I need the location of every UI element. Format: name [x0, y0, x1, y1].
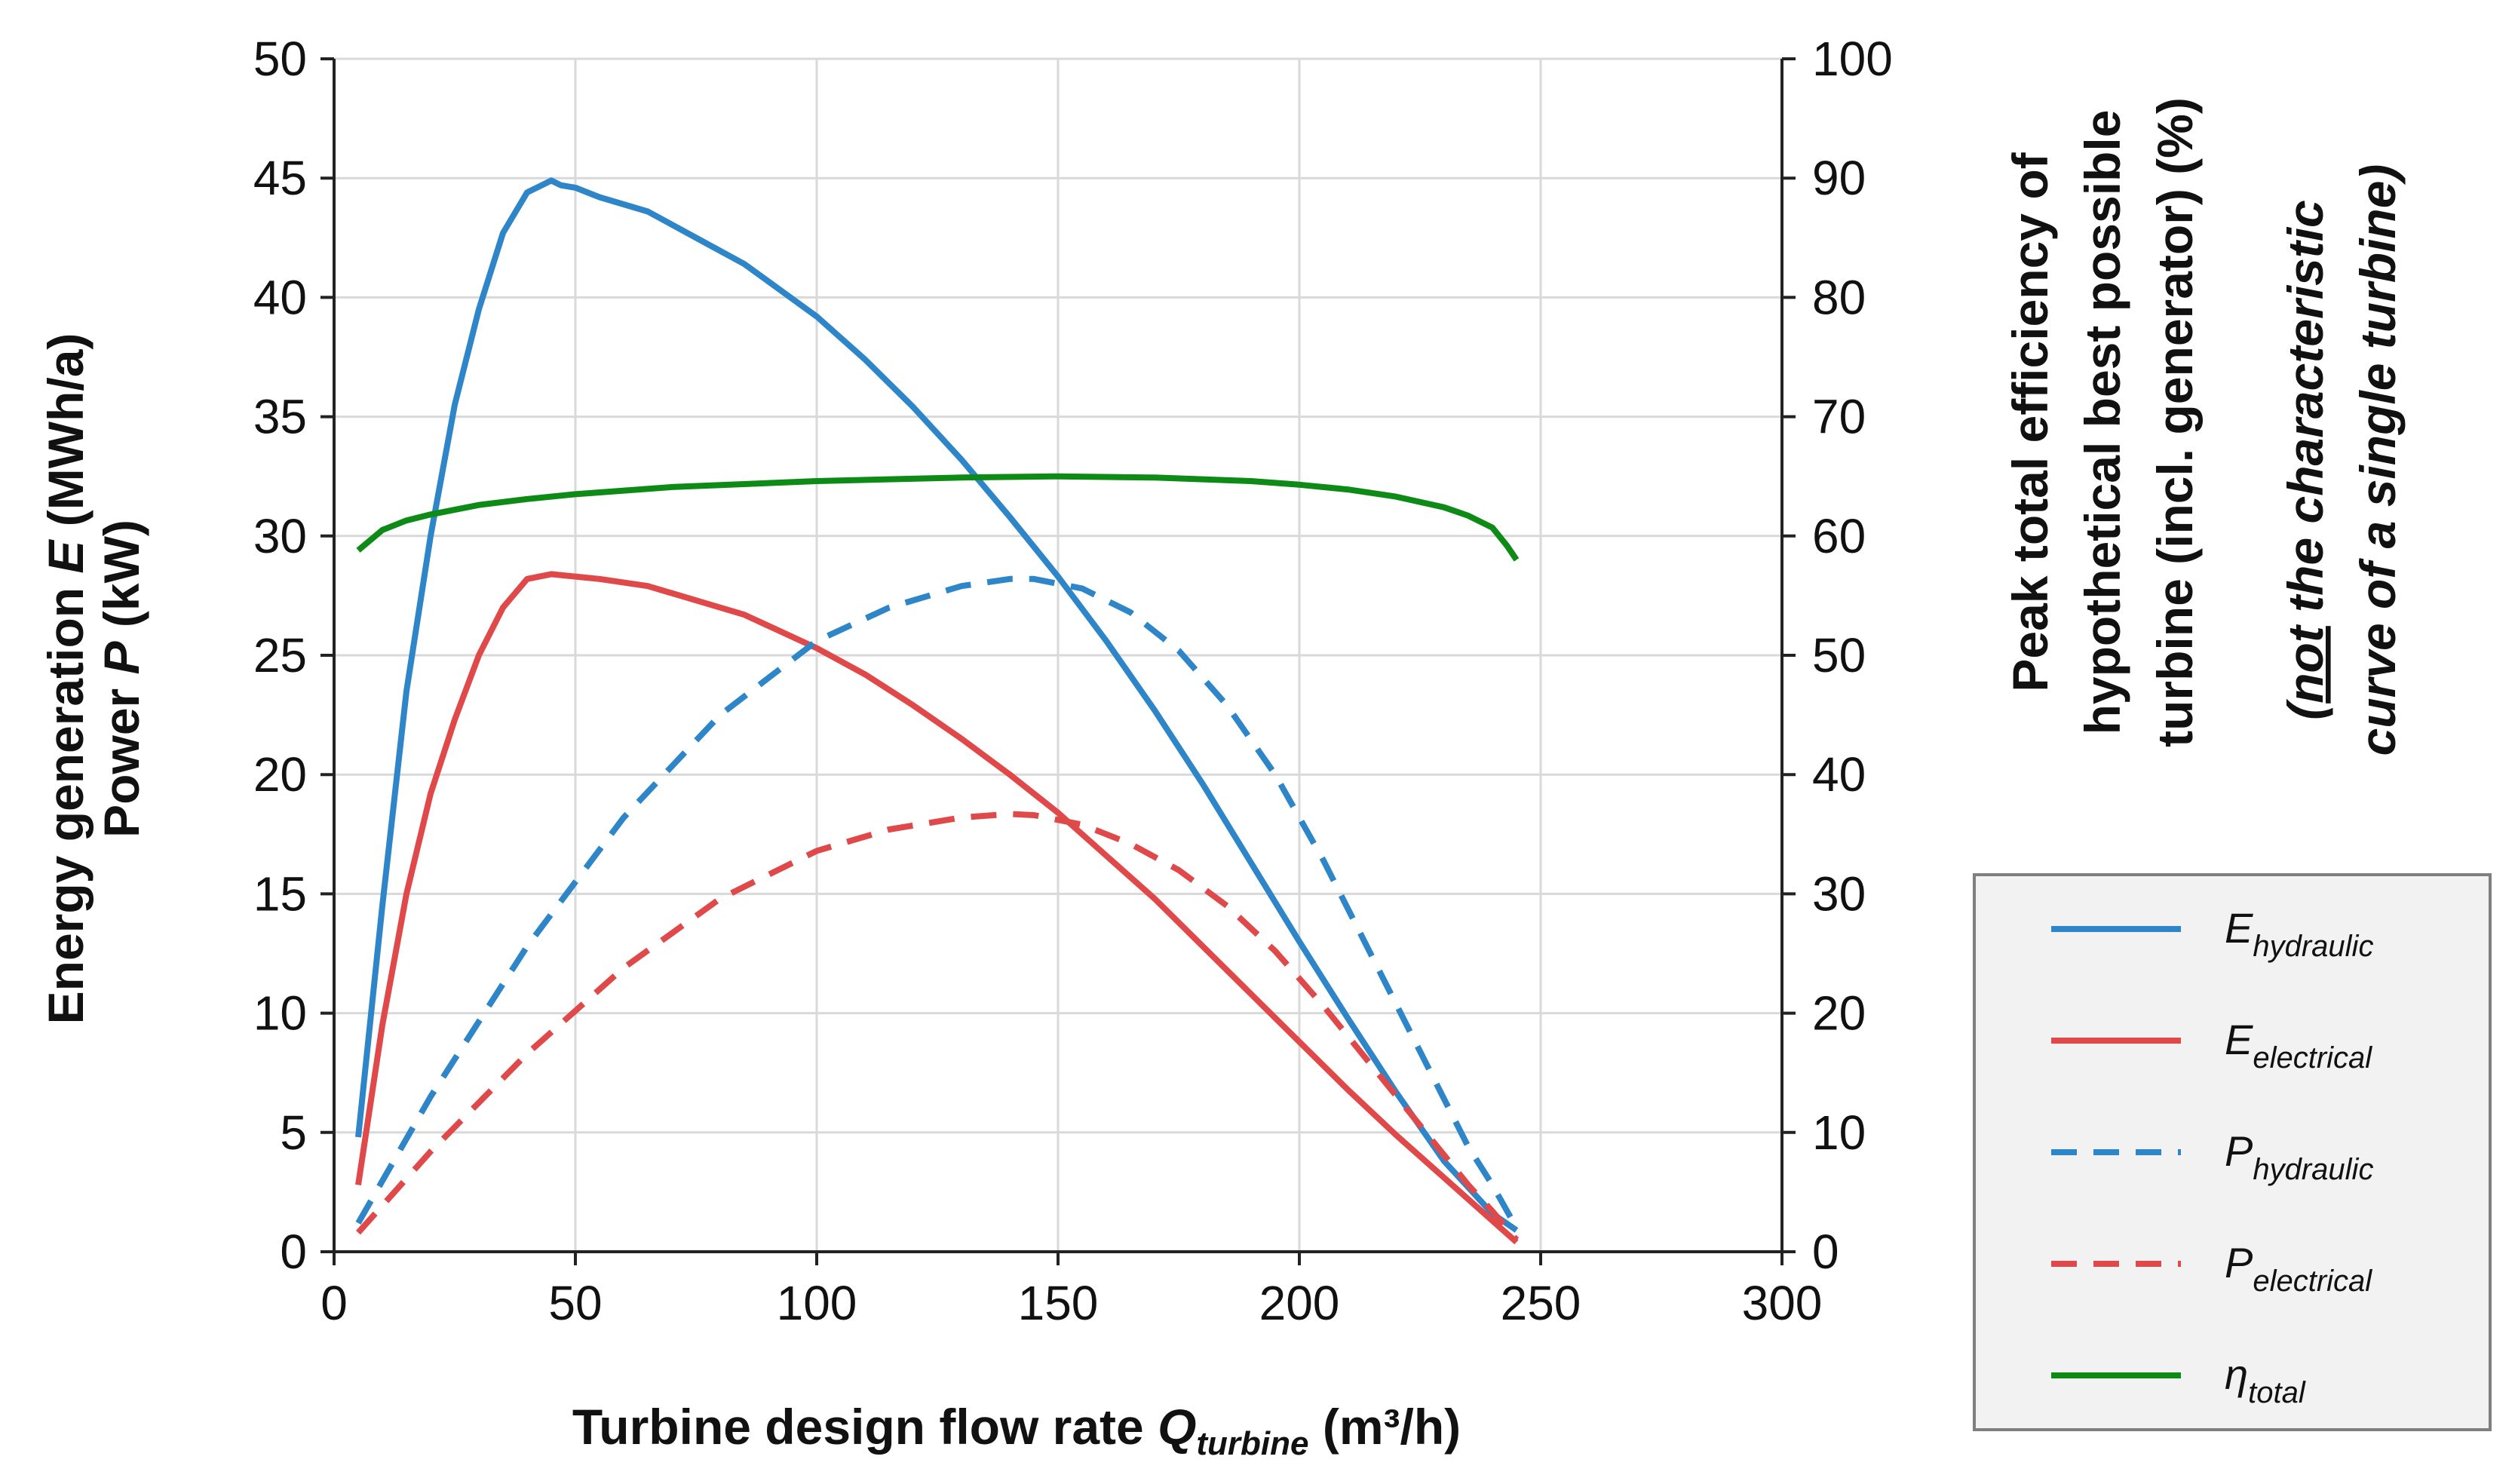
legend-label-p-hydraulic: Phydraulic — [2225, 1127, 2373, 1186]
y-left-tick-label: 20 — [253, 747, 307, 802]
legend-label-e-electrical: Eelectrical — [2225, 1016, 2372, 1075]
series-line-e-hydraulic — [355, 177, 1519, 1233]
y-right-tick-label: 30 — [1812, 866, 1866, 921]
y-right-tick-label: 80 — [1812, 270, 1866, 324]
series-line-e-electrical — [355, 571, 1519, 1245]
y-left-tick-label: 45 — [253, 151, 307, 205]
legend-label-e-hydraulic: Ehydraulic — [2225, 904, 2373, 963]
y-right-tick-label: 0 — [1812, 1225, 1839, 1279]
x-tick-label: 250 — [1501, 1276, 1581, 1330]
annotation-note: (not the characteristic curve of a singl… — [2277, 164, 2406, 756]
grid-lines — [334, 57, 1783, 1252]
y-right-tick-label: 60 — [1812, 509, 1866, 563]
annotation-line1: (not the characteristic — [2277, 200, 2333, 720]
y-right-axis-title: Peak total efficiency of hypothetical be… — [2002, 97, 2203, 747]
x-tick-label: 50 — [548, 1276, 602, 1330]
x-tick-label: 150 — [1018, 1276, 1099, 1330]
y-left-axis-title: Energy generation E (MWh/a) Power P (kW) — [38, 333, 149, 1025]
y-left-tick-label: 50 — [253, 32, 307, 86]
y-right-tick-label: 10 — [1812, 1105, 1866, 1160]
x-axis-title: Turbine design flow rate Qturbine (m³/h) — [572, 1399, 1461, 1462]
y-left-tick-label: 15 — [253, 866, 307, 921]
series-line-p-electrical — [356, 811, 1520, 1242]
y-right-title-line1: Peak total efficiency of — [2002, 152, 2058, 691]
series-line-eta-total — [356, 473, 1520, 562]
legend-label-p-electrical: Pelectrical — [2225, 1239, 2372, 1298]
y-left-title-line2: Power P (kW) — [94, 520, 149, 838]
x-tick-label: 0 — [321, 1276, 348, 1330]
series-line-p-hydraulic — [355, 575, 1520, 1230]
y-right-tick-label: 70 — [1812, 390, 1866, 444]
y-left-tick-label: 40 — [253, 270, 307, 324]
x-tick-label: 200 — [1259, 1276, 1340, 1330]
y-left-tick-label: 30 — [253, 509, 307, 563]
y-right-tick-label: 20 — [1812, 986, 1866, 1041]
x-tick-label: 100 — [777, 1276, 857, 1330]
y-right-title-line3: turbine (incl. generator) (%) — [2147, 97, 2203, 747]
y-right-tick-label: 100 — [1812, 32, 1893, 86]
legend-label-eta-total: ηtotal — [2225, 1351, 2306, 1409]
y-left-tick-label: 35 — [253, 390, 307, 444]
axes — [321, 57, 1796, 1265]
tick-labels: 0 5 10 15 20 25 30 35 40 45 50 0 10 20 30 40 50 60 70 80 90 1… — [253, 32, 1893, 1330]
y-right-tick-label: 50 — [1812, 628, 1866, 682]
y-right-title-line2: hypothetical best possible — [2075, 110, 2130, 735]
legend: Ehydraulic Eelectrical Phydraulic Pelectric… — [1973, 873, 2492, 1431]
y-left-tick-label: 25 — [253, 628, 307, 682]
y-left-tick-label: 10 — [253, 986, 307, 1041]
annotation-line2: curve of a single turbine) — [2350, 164, 2406, 756]
y-left-tick-label: 0 — [280, 1225, 307, 1279]
y-left-title-line1: Energy generation E (MWh/a) — [38, 333, 94, 1025]
y-right-tick-label: 90 — [1812, 151, 1866, 205]
y-left-tick-label: 5 — [280, 1105, 307, 1160]
y-right-tick-label: 40 — [1812, 747, 1866, 802]
series-layer — [355, 177, 1520, 1245]
x-tick-label: 300 — [1742, 1276, 1823, 1330]
